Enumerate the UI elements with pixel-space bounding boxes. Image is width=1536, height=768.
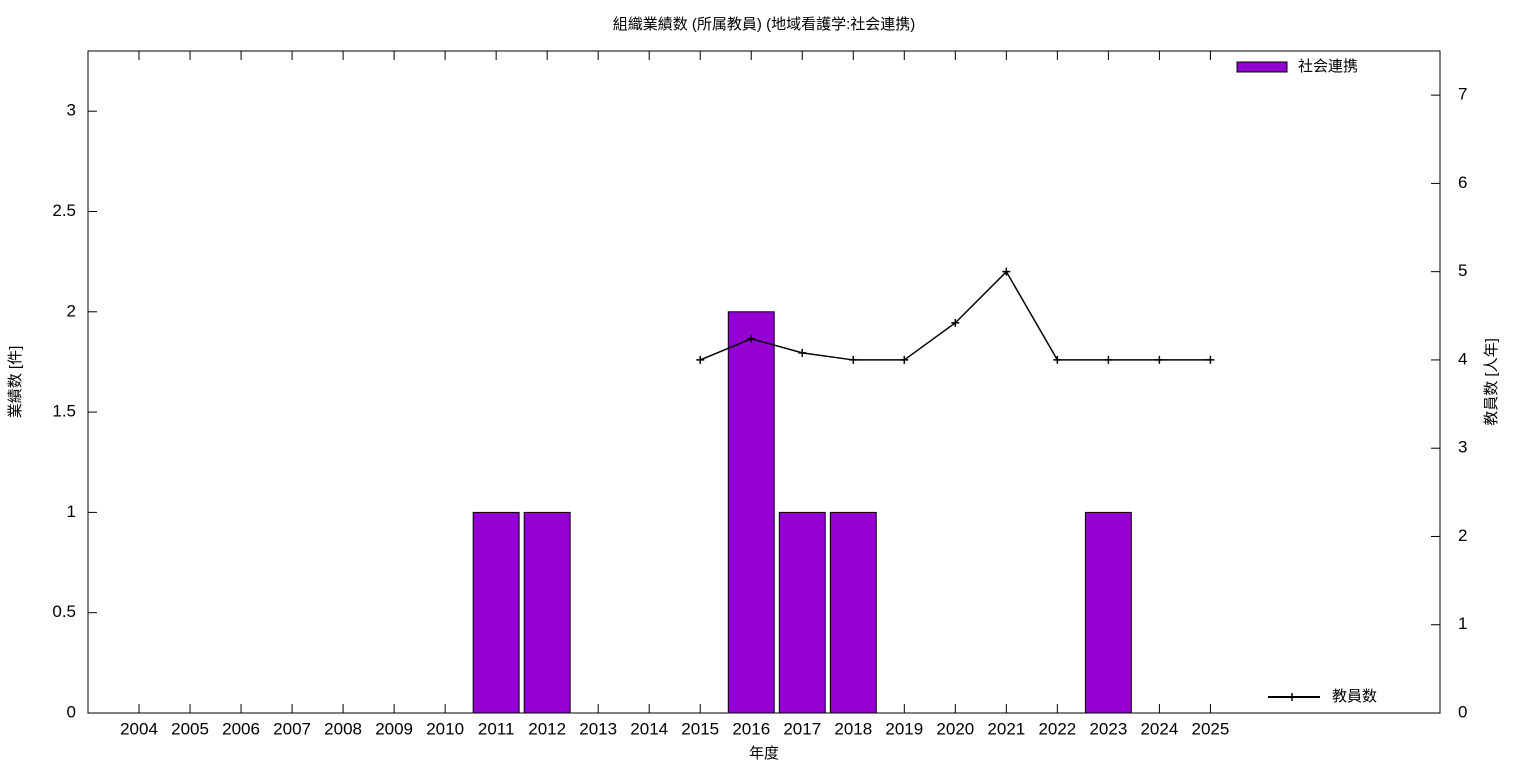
y2-axis-label: 教員数 [人年] xyxy=(1483,338,1500,426)
x-tick-label: 2005 xyxy=(171,719,209,738)
x-tick-label: 2009 xyxy=(375,719,413,738)
x-tick-label: 2012 xyxy=(528,719,566,738)
x-tick-label: 2013 xyxy=(579,719,617,738)
point-marker xyxy=(798,348,807,357)
y2-tick-label: 6 xyxy=(1458,173,1467,192)
y-tick-label: 0 xyxy=(67,702,76,721)
y2-tick-label: 0 xyxy=(1458,702,1467,721)
point-marker xyxy=(1104,355,1113,364)
x-tick-label: 2008 xyxy=(324,719,362,738)
point-marker xyxy=(1002,267,1011,276)
x-tick-label: 2021 xyxy=(987,719,1025,738)
point-marker xyxy=(951,318,960,327)
y2-tick-label: 1 xyxy=(1458,614,1467,633)
point-marker xyxy=(1053,355,1062,364)
y-axis-label: 業績数 [件] xyxy=(7,346,24,419)
bar xyxy=(778,511,826,714)
x-tick-label: 2025 xyxy=(1192,719,1230,738)
bar xyxy=(472,511,520,714)
x-tick-label: 2017 xyxy=(783,719,821,738)
x-tick-label: 2024 xyxy=(1140,719,1178,738)
y2-tick-label: 4 xyxy=(1458,349,1467,368)
x-tick-label: 2004 xyxy=(120,719,158,738)
y2-tick-label: 2 xyxy=(1458,526,1467,545)
point-marker xyxy=(1155,355,1164,364)
bar xyxy=(1084,511,1132,714)
y-tick-label: 0.5 xyxy=(52,602,76,621)
x-tick-label: 2022 xyxy=(1038,719,1076,738)
point-marker xyxy=(849,355,858,364)
x-tick-label: 2007 xyxy=(273,719,311,738)
point-marker xyxy=(747,334,756,343)
x-tick-label: 2019 xyxy=(885,719,923,738)
x-tick-label: 2020 xyxy=(936,719,974,738)
point-marker xyxy=(1206,355,1215,364)
legend-swatch xyxy=(1236,61,1288,73)
chart-title: 組織業績数 (所属教員) (地域看護学:社会連携) xyxy=(613,16,916,33)
legend-marker xyxy=(1288,693,1296,701)
x-tick-label: 2010 xyxy=(426,719,464,738)
y-tick-label: 3 xyxy=(67,101,76,120)
legend-label: 教員数 xyxy=(1332,688,1377,705)
x-tick-label: 2023 xyxy=(1089,719,1127,738)
x-tick-label: 2018 xyxy=(834,719,872,738)
y-tick-label: 1.5 xyxy=(52,402,76,421)
y2-tick-label: 7 xyxy=(1458,85,1467,104)
x-axis-label: 年度 xyxy=(749,745,779,762)
y2-tick-label: 5 xyxy=(1458,261,1467,280)
x-tick-label: 2011 xyxy=(478,719,515,738)
x-tick-label: 2014 xyxy=(630,719,668,738)
bar xyxy=(727,311,775,714)
bar xyxy=(829,511,877,714)
point-marker xyxy=(696,355,705,364)
x-tick-label: 2006 xyxy=(222,719,260,738)
y-tick-label: 1 xyxy=(67,502,76,521)
y-tick-label: 2 xyxy=(67,301,76,320)
x-tick-label: 2016 xyxy=(732,719,770,738)
point-marker xyxy=(900,355,909,364)
y2-tick-label: 3 xyxy=(1458,438,1467,457)
legend-label: 社会連携 xyxy=(1298,58,1358,75)
x-tick-label: 2015 xyxy=(681,719,719,738)
y-tick-label: 2.5 xyxy=(52,201,76,220)
line xyxy=(699,270,1211,361)
bar xyxy=(523,511,571,714)
